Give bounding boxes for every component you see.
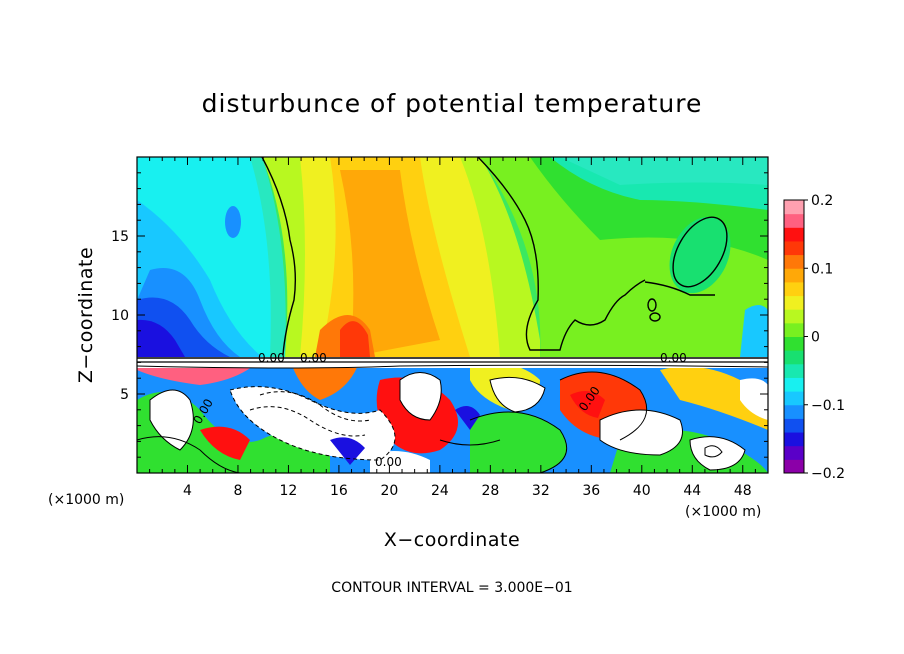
contour-interval-note: CONTOUR INTERVAL = 3.000E−01 [331,580,572,596]
y-axis-label: Z−coordinate [75,247,97,383]
colorbar-swatch [784,350,804,365]
colorbar-swatch [784,445,804,460]
colorbar-swatch [784,432,804,447]
colorbar-swatch [784,227,804,242]
x-unit-left: (×1000 m) [48,492,124,508]
chart-title: disturbunce of potential temperature [202,89,703,118]
colorbar-tick-label: −0.1 [811,398,845,414]
contour-label: 0.00 [300,351,327,365]
lower-field [137,357,768,473]
colorbar-swatch [784,295,804,310]
y-axis: 5 10 15 [111,172,768,458]
x-axis: 4 8 12 16 20 24 28 32 36 40 44 48 [149,157,756,499]
colorbar-swatch [784,377,804,392]
x-unit-right: (×1000 m) [685,504,761,520]
colorbar-swatch [784,322,804,337]
contour-label: 0.00 [258,351,285,365]
colorbar-swatch [784,363,804,378]
colorbar-swatch [784,240,804,256]
x-tick-label: 48 [734,483,752,499]
x-tick-label: 28 [481,483,499,499]
x-tick-label: 20 [380,483,398,499]
colorbar-tick-label: 0 [811,330,820,346]
y-tick-label: 5 [120,387,129,403]
x-axis-label: X−coordinate [384,529,520,551]
x-tick-label: 4 [183,483,192,499]
colorbar-ticks: 0.2 0.1 0 −0.1 −0.2 [804,193,845,482]
colorbar-swatch [784,459,804,474]
lower-contours [137,357,768,473]
upper-contours [261,157,728,356]
x-tick-label: 32 [532,483,550,499]
plot-area: 0.00 0.00 0.00 0.00 0.00 0.00 [137,157,768,473]
x-tick-label: 44 [683,483,701,499]
colorbar-tick-label: 0.1 [811,261,833,277]
colorbar-swatch [784,309,804,324]
colorbar-tick-label: 0.2 [811,193,833,209]
colorbar-swatch [784,336,804,351]
y-tick-label: 15 [111,229,129,245]
colorbar-tick-label: −0.2 [811,466,845,482]
colorbar-swatch [784,213,804,228]
contour-label: 0.00 [660,351,687,365]
x-tick-label: 36 [582,483,600,499]
colorbar [784,200,804,474]
x-tick-label: 40 [633,483,651,499]
colorbar-swatch [784,418,804,433]
x-tick-label: 24 [431,483,449,499]
colorbar-swatch [784,281,804,297]
x-tick-label: 8 [233,483,242,499]
colorbar-swatch [784,404,804,419]
colorbar-swatch [784,254,804,269]
y-tick-label: 10 [111,308,129,324]
colorbar-swatch [784,391,804,406]
contour-label: 0.00 [375,455,402,469]
colorbar-swatch [784,268,804,283]
colorbar-swatch [784,200,804,215]
x-tick-label: 16 [330,483,348,499]
x-tick-label: 12 [280,483,298,499]
upper-field [137,157,768,357]
